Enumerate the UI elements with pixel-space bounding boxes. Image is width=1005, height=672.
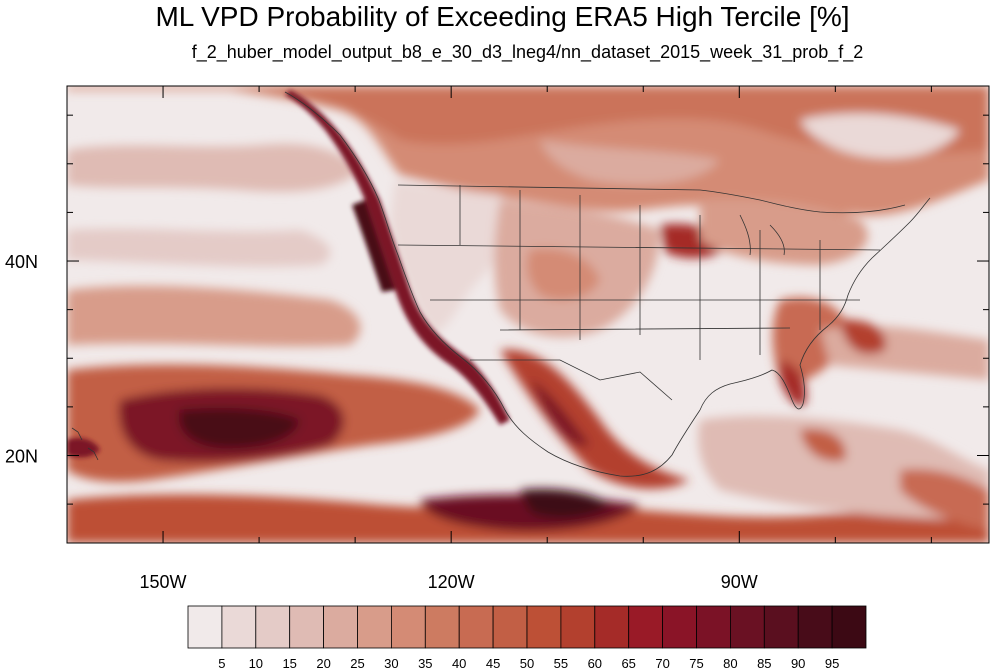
colorbar-label: 70 [655, 656, 669, 671]
colorbar-label: 15 [282, 656, 296, 671]
probability-field [67, 86, 989, 543]
colorbar-swatch [492, 605, 528, 649]
colorbar-swatch [763, 605, 799, 649]
colorbar-swatch [357, 605, 392, 649]
colorbar-label: 80 [723, 656, 737, 671]
colorbar-swatch [390, 605, 426, 649]
colorbar-swatch [221, 605, 257, 649]
colorbar-label: 5 [218, 656, 225, 671]
colorbar-label: 50 [520, 656, 534, 671]
latitude-ticks: 20N 40N [5, 114, 989, 505]
boundaries [71, 91, 931, 477]
colorbar-swatch [594, 605, 630, 649]
colorbar-label: 95 [825, 656, 839, 671]
colorbar-swatch [323, 605, 358, 649]
lon-tick-label: 90W [721, 572, 758, 592]
colorbar-label: 65 [621, 656, 635, 671]
colorbar-label: 90 [791, 656, 805, 671]
lon-tick-label: 150W [140, 572, 187, 592]
colorbar-swatch [526, 605, 562, 649]
colorbar-label: 55 [554, 656, 568, 671]
colorbar-swatch [187, 605, 223, 649]
colorbar-label: 60 [588, 656, 602, 671]
colorbar-swatch [255, 605, 291, 649]
longitude-ticks: 150W 120W 90W [140, 86, 932, 592]
colorbar-swatch [831, 605, 867, 649]
lon-tick-label: 120W [428, 572, 475, 592]
colorbar: 5 10 15 20 25 30 35 40 45 50 55 60 65 70 75 80 85 90 95 [187, 605, 867, 671]
colorbar-swatch [730, 605, 765, 649]
colorbar-swatch [424, 605, 460, 649]
colorbar-label: 40 [452, 656, 466, 671]
colorbar-label: 85 [757, 656, 771, 671]
figure-subtitle: f_2_huber_model_output_b8_e_30_d3_lneg4/… [191, 42, 864, 62]
colorbar-swatch [289, 605, 325, 649]
figure-title: ML VPD Probability of Exceeding ERA5 Hig… [155, 1, 850, 32]
colorbar-label: 45 [486, 656, 500, 671]
colorbar-label: 20 [316, 656, 330, 671]
colorbar-swatch [628, 605, 664, 649]
colorbar-swatch [560, 605, 596, 649]
colorbar-swatch [458, 605, 494, 649]
colorbar-swatch [662, 605, 697, 649]
map-frame [66, 85, 990, 544]
lat-tick-label: 20N [5, 446, 38, 466]
lat-tick-label: 40N [5, 252, 38, 272]
colorbar-label: 25 [350, 656, 364, 671]
colorbar-label: 75 [689, 656, 703, 671]
colorbar-label: 10 [249, 656, 263, 671]
colorbar-swatch [797, 605, 833, 649]
colorbar-label: 30 [384, 656, 398, 671]
colorbar-swatch [696, 605, 731, 649]
colorbar-label: 35 [418, 656, 432, 671]
